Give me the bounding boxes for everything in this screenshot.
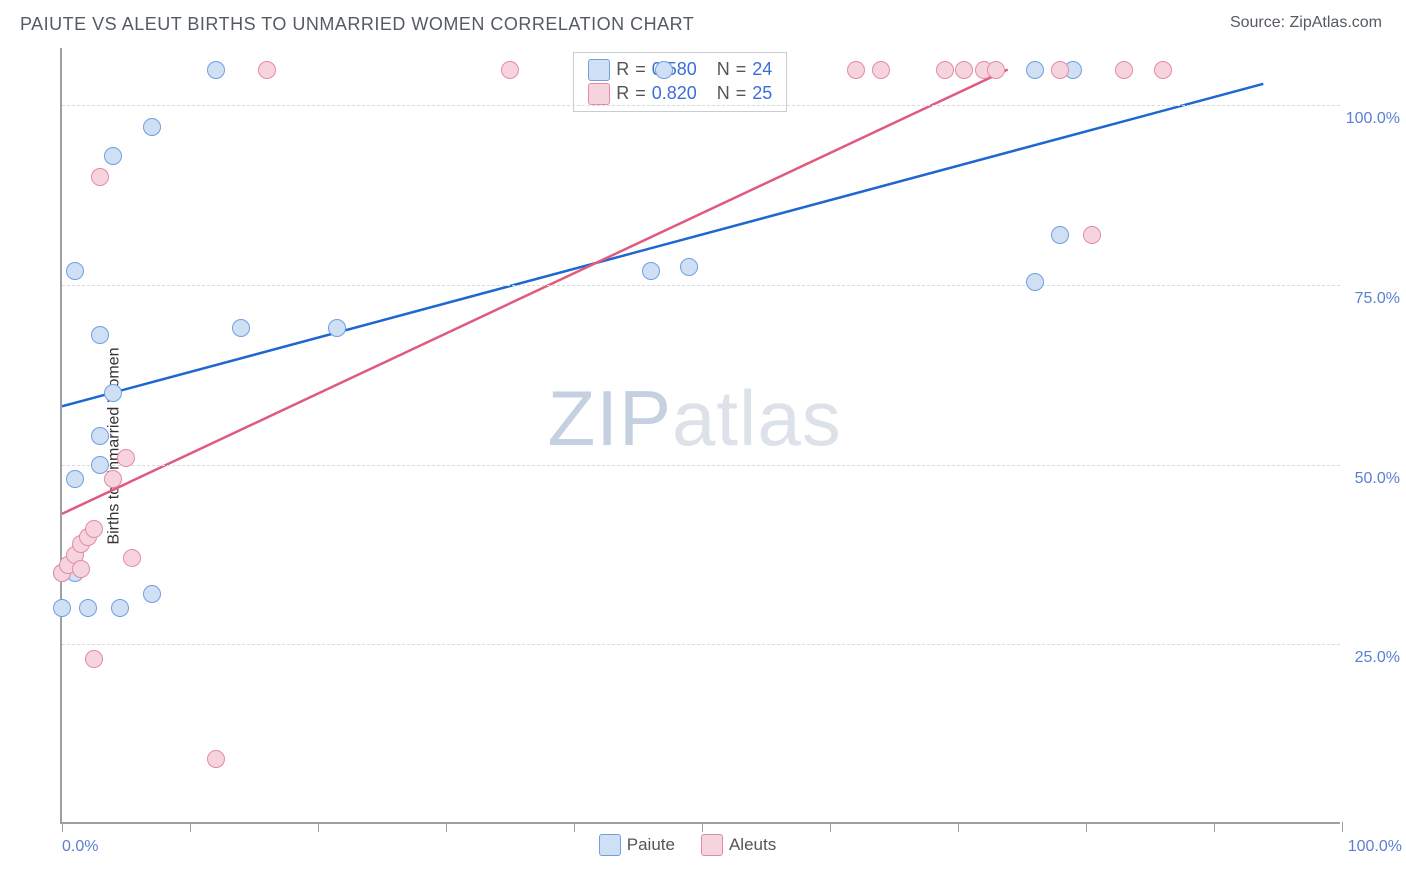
- x-tick: [1086, 822, 1087, 832]
- legend-item: Paiute: [599, 834, 675, 856]
- x-tick: [1214, 822, 1215, 832]
- data-point: [955, 61, 973, 79]
- y-tick-label: 25.0%: [1355, 649, 1400, 667]
- data-point: [847, 61, 865, 79]
- legend-label: Paiute: [627, 835, 675, 855]
- data-point: [680, 258, 698, 276]
- data-point: [1026, 273, 1044, 291]
- data-point: [143, 585, 161, 603]
- data-point: [1154, 61, 1172, 79]
- x-tick: [190, 822, 191, 832]
- data-point: [72, 560, 90, 578]
- plot-area: ZIPatlas R=0.580N=24R=0.820N=25 PaiuteAl…: [60, 48, 1340, 824]
- data-point: [85, 650, 103, 668]
- legend-swatch: [588, 83, 610, 105]
- data-point: [207, 61, 225, 79]
- x-tick: [62, 822, 63, 832]
- data-point: [1083, 226, 1101, 244]
- legend-item: Aleuts: [701, 834, 776, 856]
- equals-sign: =: [635, 83, 646, 104]
- x-tick: [446, 822, 447, 832]
- data-point: [123, 549, 141, 567]
- data-point: [328, 319, 346, 337]
- chart-container: PAIUTE VS ALEUT BIRTHS TO UNMARRIED WOME…: [0, 0, 1406, 892]
- x-tick: [702, 822, 703, 832]
- data-point: [642, 262, 660, 280]
- data-point: [91, 427, 109, 445]
- stat-n-value: 24: [752, 59, 772, 80]
- stat-r-label: R: [616, 59, 629, 80]
- legend-swatch: [599, 834, 621, 856]
- data-point: [91, 326, 109, 344]
- legend-swatch: [701, 834, 723, 856]
- x-tick: [318, 822, 319, 832]
- trend-lines: [62, 48, 1340, 822]
- data-point: [655, 61, 673, 79]
- data-point: [66, 262, 84, 280]
- data-point: [91, 168, 109, 186]
- x-tick: [830, 822, 831, 832]
- data-point: [207, 750, 225, 768]
- x-tick-label: 100.0%: [1348, 838, 1402, 856]
- data-point: [232, 319, 250, 337]
- data-point: [987, 61, 1005, 79]
- x-tick: [1342, 822, 1343, 832]
- stat-n-label: N: [717, 83, 730, 104]
- trend-line: [62, 70, 1008, 514]
- data-point: [53, 599, 71, 617]
- stats-legend-row: R=0.820N=25: [588, 83, 772, 105]
- x-tick: [574, 822, 575, 832]
- stats-legend: R=0.580N=24R=0.820N=25: [573, 52, 787, 112]
- data-point: [79, 599, 97, 617]
- stat-n-value: 25: [752, 83, 772, 104]
- data-point: [66, 470, 84, 488]
- y-tick-label: 100.0%: [1346, 110, 1400, 128]
- data-point: [104, 147, 122, 165]
- gridline: [62, 644, 1340, 645]
- stat-n-label: N: [717, 59, 730, 80]
- data-point: [85, 520, 103, 538]
- data-point: [1026, 61, 1044, 79]
- stat-r-value: 0.820: [652, 83, 697, 104]
- equals-sign: =: [635, 59, 646, 80]
- equals-sign: =: [736, 83, 747, 104]
- stat-r-label: R: [616, 83, 629, 104]
- data-point: [143, 118, 161, 136]
- data-point: [1051, 61, 1069, 79]
- gridline: [62, 465, 1340, 466]
- equals-sign: =: [736, 59, 747, 80]
- y-tick-label: 50.0%: [1355, 470, 1400, 488]
- legend-label: Aleuts: [729, 835, 776, 855]
- data-point: [111, 599, 129, 617]
- trend-line: [62, 84, 1263, 407]
- series-legend: Paiute Aleuts: [599, 834, 776, 856]
- chart-title: PAIUTE VS ALEUT BIRTHS TO UNMARRIED WOME…: [20, 14, 694, 35]
- data-point: [104, 384, 122, 402]
- gridline: [62, 285, 1340, 286]
- data-point: [104, 470, 122, 488]
- x-tick: [958, 822, 959, 832]
- data-point: [501, 61, 519, 79]
- data-point: [258, 61, 276, 79]
- data-point: [872, 61, 890, 79]
- watermark-zip: ZIP: [548, 374, 672, 462]
- gridline: [62, 105, 1340, 106]
- watermark: ZIPatlas: [548, 373, 842, 464]
- watermark-atlas: atlas: [672, 374, 842, 462]
- source-attribution: Source: ZipAtlas.com: [1230, 14, 1382, 32]
- data-point: [117, 449, 135, 467]
- stats-legend-row: R=0.580N=24: [588, 59, 772, 81]
- data-point: [936, 61, 954, 79]
- legend-swatch: [588, 59, 610, 81]
- x-tick-label: 0.0%: [62, 838, 98, 856]
- y-tick-label: 75.0%: [1355, 290, 1400, 308]
- data-point: [1115, 61, 1133, 79]
- data-point: [1051, 226, 1069, 244]
